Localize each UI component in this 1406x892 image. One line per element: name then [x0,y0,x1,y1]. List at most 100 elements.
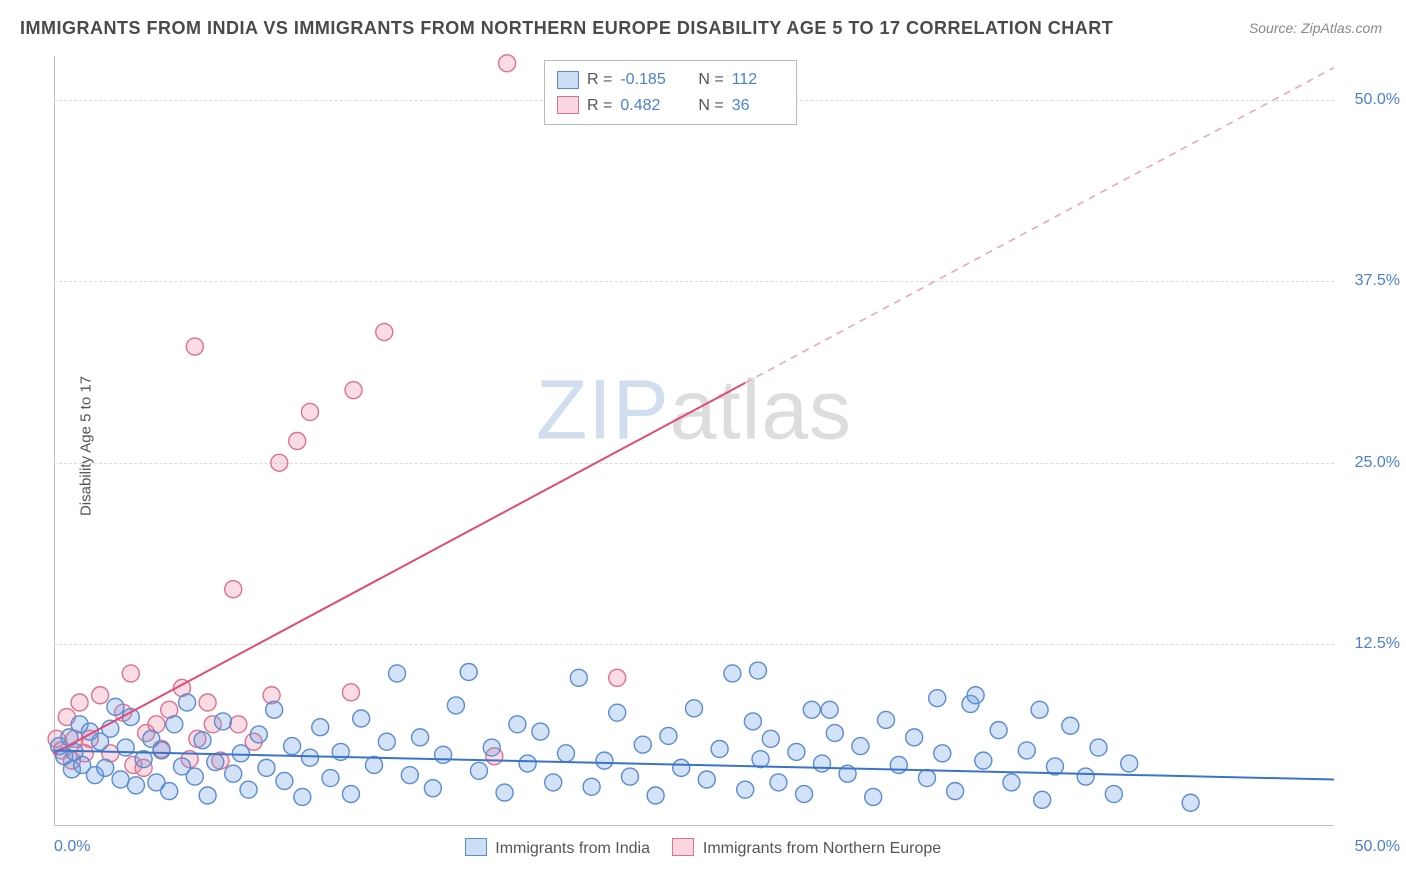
scatter-point [609,704,626,721]
scatter-point [660,727,677,744]
scatter-point [424,780,441,797]
scatter-point [929,690,946,707]
scatter-point [990,722,1007,739]
scatter-point [673,759,690,776]
scatter-point [890,756,907,773]
scatter-point [796,786,813,803]
scatter-point [435,746,452,763]
scatter-point [127,777,144,794]
r-value: 0.482 [620,93,672,119]
plot-area: 12.5%25.0%37.5%50.0% ZIPatlas R = -0.185… [54,56,1334,826]
scatter-point [545,774,562,791]
scatter-point [271,454,288,471]
scatter-point [609,669,626,686]
trend-line [54,750,1334,779]
scatter-point [342,684,359,701]
scatter-point [266,701,283,718]
scatter-point [289,433,306,450]
series-legend: Immigrants from India Immigrants from No… [54,838,1334,858]
scatter-point [186,338,203,355]
n-label: N = [698,93,723,119]
trend-line [745,68,1334,383]
scatter-point [1018,742,1035,759]
scatter-point [250,726,267,743]
r-label: R = [587,93,612,119]
scatter-point [97,759,114,776]
scatter-point [509,716,526,733]
scatter-point [1031,701,1048,718]
r-label: R = [587,67,612,93]
scatter-point [532,723,549,740]
swatch-icon [465,838,487,856]
y-tick-label: 50.0% [1355,91,1400,109]
scatter-point [1062,717,1079,734]
swatch-icon [557,71,579,89]
scatter-point [401,767,418,784]
scatter-point [345,382,362,399]
scatter-point [230,716,247,733]
legend-row-neurope: R = 0.482 N = 36 [557,93,784,119]
scatter-point [378,733,395,750]
correlation-legend: R = -0.185 N = 112 R = 0.482 N = 36 [544,60,797,125]
legend-label-neurope: Immigrants from Northern Europe [703,840,941,857]
scatter-point [821,701,838,718]
scatter-point [186,768,203,785]
scatter-point [744,713,761,730]
scatter-point [814,755,831,772]
scatter-point [499,55,516,72]
scatter-point [161,783,178,800]
scatter-point [153,742,170,759]
y-tick-label: 12.5% [1355,635,1400,653]
scatter-point [750,662,767,679]
scatter-point [342,786,359,803]
scatter-point [225,581,242,598]
scatter-point [878,711,895,728]
scatter-point [788,743,805,760]
legend-row-india: R = -0.185 N = 112 [557,67,784,93]
scatter-point [1121,755,1138,772]
swatch-icon [672,838,694,856]
scatter-point [762,730,779,747]
scatter-point [967,687,984,704]
scatter-svg [54,56,1334,826]
x-tick-max: 50.0% [1355,838,1400,856]
scatter-point [483,739,500,756]
scatter-point [770,774,787,791]
scatter-point [92,687,109,704]
scatter-point [71,694,88,711]
scatter-point [906,729,923,746]
scatter-point [199,787,216,804]
scatter-point [711,741,728,758]
scatter-point [258,759,275,776]
n-value: 112 [732,67,784,93]
scatter-point [302,403,319,420]
scatter-point [207,754,224,771]
scatter-point [225,765,242,782]
scatter-point [1105,786,1122,803]
scatter-point [312,719,329,736]
scatter-point [199,694,216,711]
chart-title: IMMIGRANTS FROM INDIA VS IMMIGRANTS FROM… [20,18,1113,39]
scatter-point [112,771,129,788]
source-label: Source: ZipAtlas.com [1249,20,1382,36]
legend-label-india: Immigrants from India [495,840,650,857]
scatter-point [1077,768,1094,785]
n-label: N = [698,67,723,93]
n-value: 36 [732,93,784,119]
scatter-point [634,736,651,753]
swatch-icon [557,96,579,114]
scatter-point [366,756,383,773]
scatter-point [294,788,311,805]
scatter-point [496,784,513,801]
scatter-point [122,665,139,682]
r-value: -0.185 [620,67,672,93]
scatter-point [686,700,703,717]
scatter-point [376,324,393,341]
scatter-point [470,762,487,779]
scatter-point [865,788,882,805]
scatter-point [647,787,664,804]
scatter-point [1090,739,1107,756]
y-tick-label: 25.0% [1355,454,1400,472]
scatter-point [232,745,249,762]
scatter-point [803,701,820,718]
